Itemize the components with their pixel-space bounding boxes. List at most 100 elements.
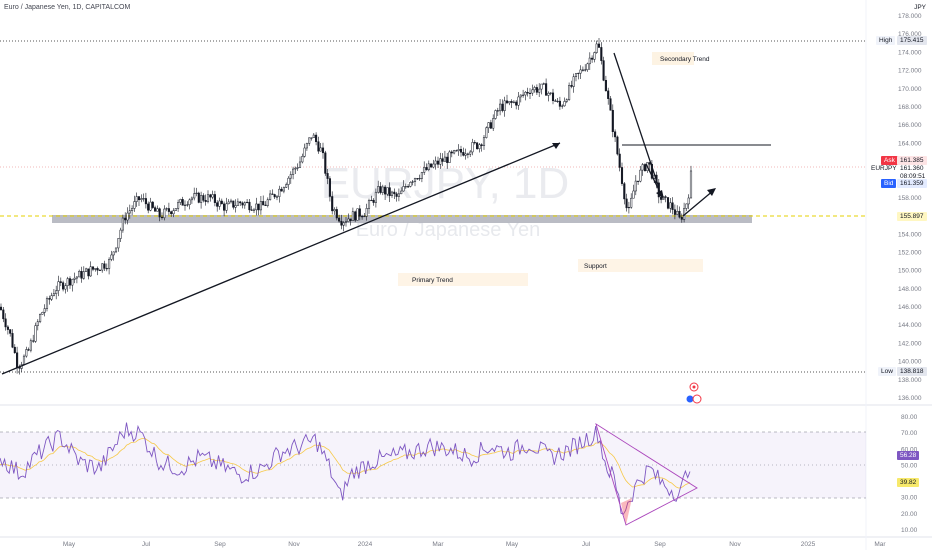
candle-body [165,208,168,210]
candle-body [542,83,545,85]
candle-body [344,221,348,223]
candle-body [459,149,463,153]
candle-body [547,92,550,96]
candle-body [512,101,515,103]
event-marker-icon[interactable] [689,382,699,392]
candle-body [480,144,483,146]
price-tick-label: 168.000 [898,104,922,111]
rsi-oversold-fill [621,498,632,525]
candle-body [321,147,325,154]
candle-body [432,163,435,168]
candle-body [390,191,394,196]
bid-tag-value: 161.359 [897,179,927,188]
candle-body [593,52,596,60]
candle-body [25,349,28,357]
candle-body [50,295,53,300]
event-marker-dot [692,385,696,389]
candle-body [427,163,430,170]
candle-body [545,83,548,96]
candle-body [462,152,465,156]
candle-body [174,208,177,211]
price-tick-label: 172.000 [898,68,922,75]
candle-body [499,103,502,112]
candle-body [563,101,566,107]
candle-body [600,47,603,61]
candle-body [370,199,373,202]
candle-body [103,263,106,269]
candle-body [443,156,446,162]
candle-body [685,203,688,209]
candle-body [209,194,212,198]
time-tick-label: Nov [288,541,300,548]
candle-body [478,144,481,150]
candle-body [43,308,46,313]
candle-body [197,192,200,203]
candle-body [641,164,644,171]
candle-body [436,160,440,165]
candle-body [266,199,269,206]
high-tag-label: High [876,36,896,45]
candle-body [347,218,350,222]
dividend-marker-icon[interactable] [685,394,695,404]
candle-body [126,212,129,221]
low-tag-value: 138.818 [897,367,927,376]
candle-body [614,131,617,138]
candle-body [4,318,7,328]
high-tag-value: 175.415 [897,36,927,45]
price-tick-label: 166.000 [898,122,922,129]
candle-body [584,69,587,71]
candle-body [71,279,74,286]
earnings-marker-icon[interactable] [692,394,702,404]
candle-body [264,204,267,206]
candle-body [278,188,281,197]
candle-body [149,201,152,211]
price-tick-label: 170.000 [898,86,922,93]
candle-body [505,100,509,104]
low-tag-label: Low [878,367,896,376]
candle-body [489,122,492,129]
candle-body [416,178,419,180]
candle-body [365,208,368,217]
candle-body [420,172,423,179]
candle-body [531,89,534,94]
candle-body [393,191,396,195]
ask-tag-value: 161.385 [897,156,927,165]
candle-body [423,167,426,173]
candle-body [496,110,499,112]
candle-body [190,197,193,201]
primary-trend-arrowhead [552,143,560,149]
candle-body [660,196,663,200]
candle-body [294,167,297,170]
time-tick-label: 2025 [801,541,816,548]
candle-body [151,201,154,208]
candle-body [476,142,479,150]
up-arrow-head [707,188,716,196]
candle-body [464,153,467,156]
price-tick-label: 148.000 [898,286,922,293]
candle-body [188,199,191,205]
candle-body [163,208,166,219]
bid-tag-label: Bid [881,179,897,188]
candle-body [519,94,522,98]
candle-body [315,134,318,142]
candle-body [170,211,173,215]
primary-trend-box [398,273,528,286]
candle-body [351,211,354,221]
candle-body [441,158,444,162]
candle-body [227,201,230,205]
candle-body [275,196,279,198]
candle-body [430,163,433,168]
candle-body [565,99,568,102]
candle-body [2,309,5,320]
candle-body [259,201,262,211]
candle-body [135,196,138,202]
candle-body [285,184,288,188]
candle-body [522,94,525,96]
time-tick-label: May [506,541,519,548]
candle-body [604,80,607,92]
time-axis: May Jul Sep Nov 2024 Mar May Jul Sep Nov 2025 Mar [63,541,887,548]
candle-body [673,209,676,215]
candle-body [243,202,246,206]
